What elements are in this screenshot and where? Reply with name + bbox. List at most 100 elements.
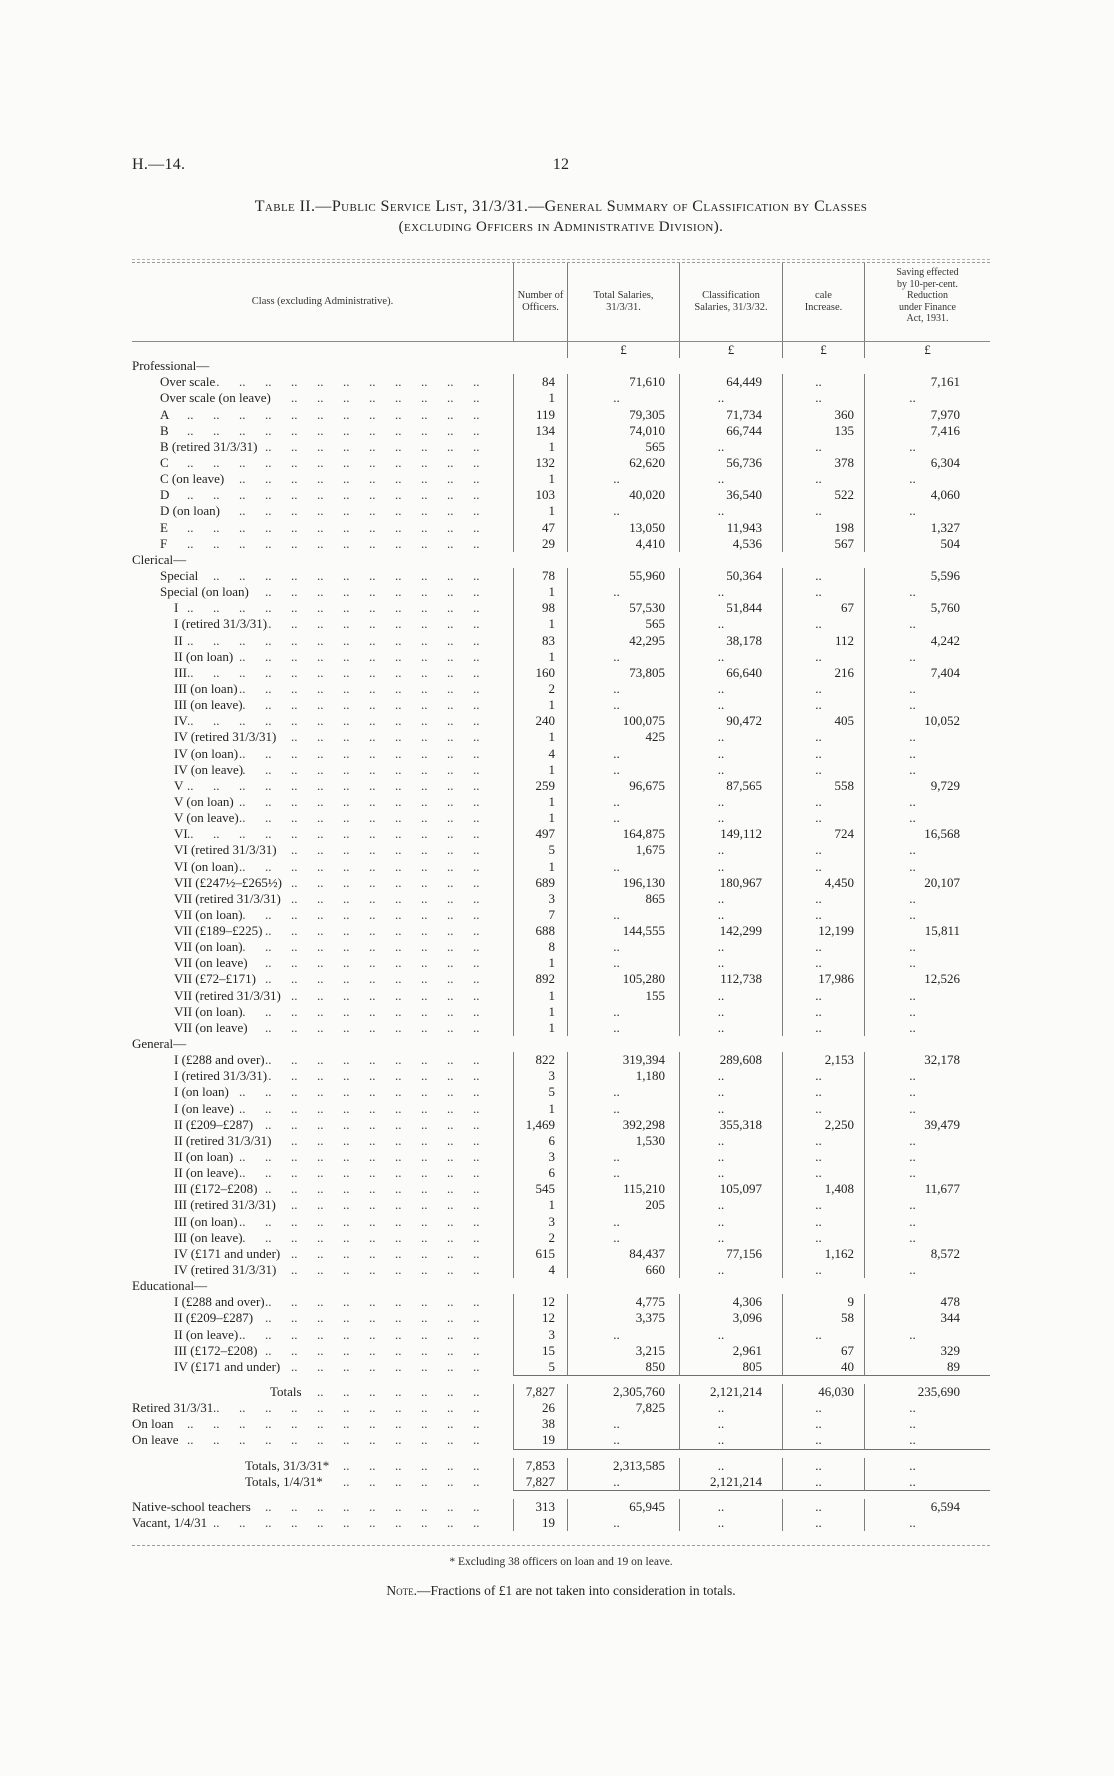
row-label: E [160, 519, 168, 535]
table-row: II (on leave) .. .. .. .. .. .. .. .. ..… [132, 1165, 990, 1182]
cell-n: 1 [513, 955, 567, 972]
row-label: III [174, 664, 187, 680]
cell-i: .. [782, 438, 864, 455]
cell-i: 558 [782, 777, 864, 794]
cell-c: .. [679, 648, 782, 665]
row-label-cell: C (on leave) .. .. .. .. .. .. .. .. .. … [132, 471, 513, 487]
row-label: I (£288 and over) [174, 1294, 265, 1310]
cell-n: 1 [513, 810, 567, 827]
cell-s: .. [864, 890, 990, 907]
cell-i: £ [782, 342, 864, 359]
cell-s: .. [864, 906, 990, 924]
cell-t: .. [567, 906, 679, 924]
row-label-cell: Vacant, 1/4/31 .. .. .. .. .. .. .. .. .… [132, 1515, 513, 1531]
row-label: VII (retired 31/3/31) [174, 987, 281, 1003]
dot-leader: .. .. .. .. .. .. .. .. .. .. .. .. .. .… [257, 438, 480, 454]
dot-leader: .. .. .. .. .. .. .. .. .. .. .. .. .. .… [243, 939, 480, 955]
row-label: I (retired 31/3/31) [174, 1068, 268, 1084]
cell-s: 478 [864, 1294, 990, 1311]
row-label: C (on leave) [160, 471, 225, 487]
cell-i: .. [782, 745, 864, 762]
row-label: III (on loan) [174, 1213, 238, 1229]
table-row: On leave .. .. .. .. .. .. .. .. .. .. .… [132, 1432, 990, 1449]
cell-t: .. [567, 503, 679, 520]
cell-i [782, 1375, 864, 1376]
cell-t: 1,530 [567, 1132, 679, 1150]
dot-leader: .. .. .. .. .. .. .. .. .. .. .. .. .. .… [238, 1165, 480, 1181]
table-title: Table II.—Public Service List, 31/3/31.—… [254, 198, 868, 215]
row-label-cell: III (£172–£208) .. .. .. .. .. .. .. .. … [132, 1181, 513, 1197]
table-row: VI (retired 31/3/31) .. .. .. .. .. .. .… [132, 842, 990, 859]
cell-t: 3,375 [567, 1310, 679, 1327]
dot-leader: .. .. .. .. .. .. .. .. .. .. .. .. .. .… [265, 1052, 480, 1068]
cell-s: £ [864, 342, 990, 359]
cell-i: 58 [782, 1310, 864, 1327]
cell-t: 62,620 [567, 454, 679, 472]
row-label-cell: I .. .. .. .. .. .. .. .. .. .. .. .. ..… [132, 600, 513, 616]
cell-c: 142,299 [679, 923, 782, 940]
dot-leader: .. .. .. .. .. .. .. .. .. .. .. .. .. .… [267, 616, 480, 632]
row-label: VII (on loan) [174, 1003, 243, 1019]
cell-i: .. [782, 1229, 864, 1246]
cell-t: .. [567, 584, 679, 601]
row-label: Special (on loan) [160, 584, 249, 600]
cell-c: .. [679, 745, 782, 762]
cell-s: 1,327 [864, 519, 990, 536]
table-row: D (on loan) .. .. .. .. .. .. .. .. .. .… [132, 503, 990, 520]
footnote: * Excluding 38 officers on loan and 19 o… [449, 1556, 673, 1569]
cell-c: 3,096 [679, 1310, 782, 1327]
cell-n: 5 [513, 842, 567, 859]
summary-table: Class (excluding Administrative). Number… [132, 258, 990, 1547]
cell-s: 5,760 [864, 600, 990, 617]
cell-t: .. [567, 1003, 679, 1020]
cell-s: .. [864, 1068, 990, 1085]
row-label: VII (£189–£225) [174, 923, 263, 939]
cell-n: 7 [513, 906, 567, 924]
row-label-cell: II (on leave) .. .. .. .. .. .. .. .. ..… [132, 1165, 513, 1181]
cell-c: 77,156 [679, 1245, 782, 1263]
row-label-cell: Special .. .. .. .. .. .. .. .. .. .. ..… [132, 568, 513, 584]
table-row: V (on leave) .. .. .. .. .. .. .. .. .. … [132, 810, 990, 827]
dot-leader: .. .. .. .. .. .. .. .. .. .. .. .. .. .… [281, 890, 480, 906]
cell-n: 7,853 [513, 1457, 567, 1474]
row-label: Over scale (on leave) [160, 390, 271, 406]
cell-n: 38 [513, 1416, 567, 1433]
dot-leader: .. .. .. .. .. .. .. .. .. .. .. .. .. .… [234, 1100, 480, 1116]
cell-t: 205 [567, 1197, 679, 1214]
table-title-block: Table II.—Public Service List, 31/3/31.—… [132, 198, 990, 236]
cell-n: 1 [513, 858, 567, 875]
cell-s [864, 1375, 990, 1376]
cell-c: .. [679, 1213, 782, 1230]
dot-leader: .. .. .. .. .. .. .. .. .. .. .. .. .. .… [257, 1181, 480, 1197]
cell-t: 4,410 [567, 535, 679, 552]
cell-s: .. [864, 503, 990, 520]
cell-t: 96,675 [567, 777, 679, 794]
cell-c: 2,961 [679, 1342, 782, 1359]
table-row: Special .. .. .. .. .. .. .. .. .. .. ..… [132, 567, 990, 585]
cell-c: .. [679, 1498, 782, 1515]
cell-i: .. [782, 374, 864, 391]
cell-c: 11,943 [679, 519, 782, 536]
table-row: I (on loan) .. .. .. .. .. .. .. .. .. .… [132, 1084, 990, 1101]
table-row: VII (retired 31/3/31) .. .. .. .. .. .. … [132, 987, 990, 1004]
cell-t: 13,050 [567, 519, 679, 536]
row-label: IV (retired 31/3/31) [174, 729, 277, 745]
row-label-cell: VI (on loan) .. .. .. .. .. .. .. .. .. … [132, 859, 513, 875]
row-label: VII (£247½–£265½) [174, 874, 282, 890]
cell-t: .. [567, 939, 679, 956]
cell-s: 7,970 [864, 406, 990, 423]
row-label: Professional— [132, 358, 210, 374]
cell-s: 7,161 [864, 374, 990, 391]
row-label: C [160, 454, 169, 470]
cell-t: 865 [567, 890, 679, 907]
table-row: A .. .. .. .. .. .. .. .. .. .. .. .. ..… [132, 406, 990, 423]
table-row: F .. .. .. .. .. .. .. .. .. .. .. .. ..… [132, 535, 990, 552]
dot-leader: .. .. .. .. .. .. .. .. .. .. .. .. .. .… [233, 648, 480, 664]
table-row: Vacant, 1/4/31 .. .. .. .. .. .. .. .. .… [132, 1514, 990, 1532]
row-label: Over scale [160, 374, 216, 390]
cell-t: .. [567, 697, 679, 714]
cell-c: .. [679, 1165, 782, 1182]
dot-leader: .. .. .. .. .. .. .. .. .. .. .. .. .. .… [169, 454, 480, 470]
cell-i: .. [782, 761, 864, 778]
cell-n: 313 [513, 1498, 567, 1515]
